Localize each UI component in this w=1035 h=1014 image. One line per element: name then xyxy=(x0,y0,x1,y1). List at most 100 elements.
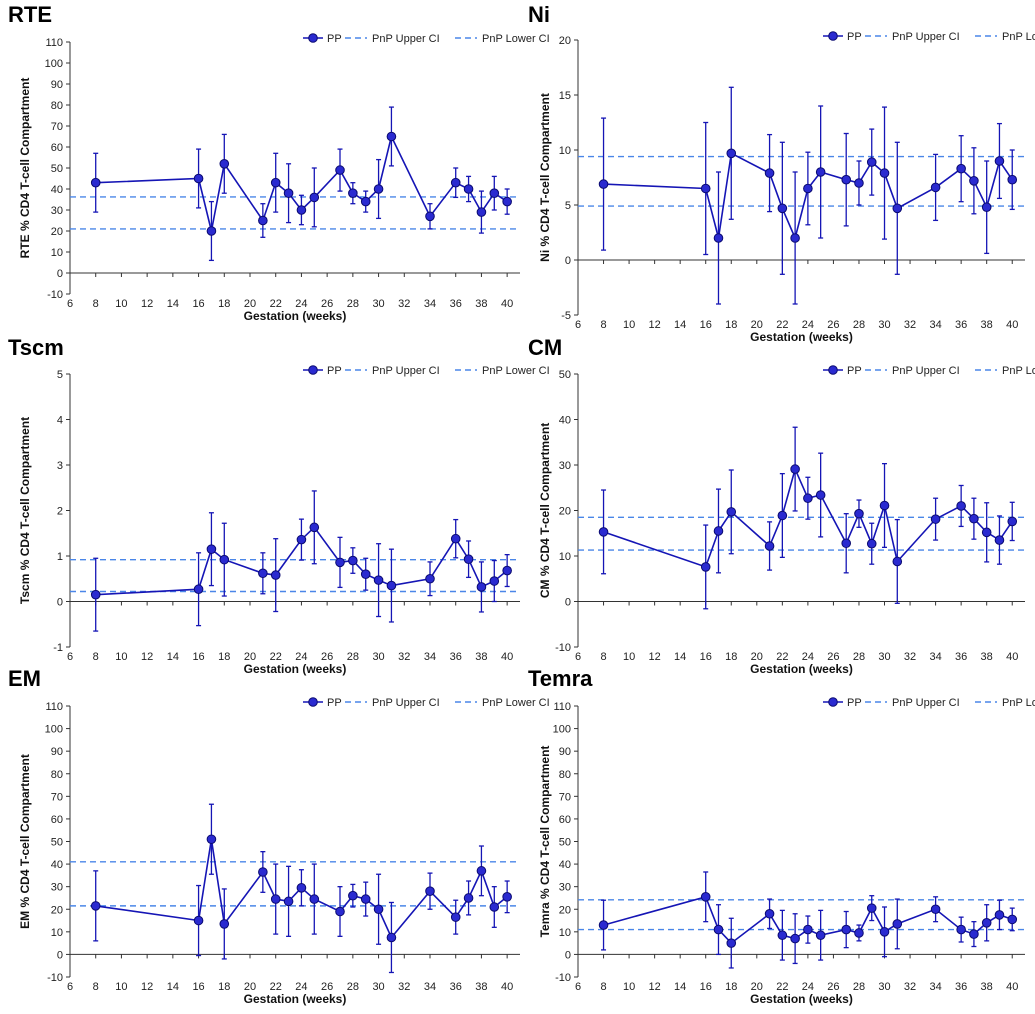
x-tick-label: 32 xyxy=(398,981,410,993)
pp-data-point xyxy=(450,177,461,188)
y-axis-title: RTE % CD4 T-cell Compartment xyxy=(18,78,32,259)
pp-data-point xyxy=(283,896,294,907)
x-tick-label: 20 xyxy=(751,651,763,663)
legend-lower-ci-label: PnP Lower CI xyxy=(1002,697,1035,709)
chart-panel-cm: CM -10 0 10 20 30 40 50 6 8 10 12 14 16 18 20 22 24 26 28 30… xyxy=(528,335,1035,676)
pp-data-point xyxy=(956,163,966,174)
legend-lower-ci-label: PnP Lower CI xyxy=(482,33,550,45)
x-tick-label: 22 xyxy=(270,298,282,310)
legend-upper-ci-label: PnP Upper CI xyxy=(892,365,960,377)
x-axis-title: Gestation (weeks) xyxy=(244,662,347,676)
y-tick-label: 0 xyxy=(57,949,63,961)
chart-panel-em: EM -10 0 10 20 30 40 50 60 70 80 90 100 110 6 8 10 12 14 16… xyxy=(8,666,550,1006)
pp-data-point xyxy=(777,510,788,521)
pp-data-point xyxy=(981,202,992,212)
x-tick-label: 16 xyxy=(700,319,712,331)
pp-data-point xyxy=(854,508,864,519)
legend-pp-label: PP xyxy=(847,31,862,43)
y-tick-label: 10 xyxy=(559,927,571,939)
pp-data-point xyxy=(969,929,979,939)
x-tick-label: 32 xyxy=(398,298,410,310)
x-tick-label: 32 xyxy=(904,981,916,993)
x-tick-label: 30 xyxy=(878,981,890,993)
x-tick-label: 26 xyxy=(321,651,333,663)
pp-data-point xyxy=(309,522,320,533)
pp-data-point xyxy=(489,576,500,586)
y-tick-label: 40 xyxy=(559,859,571,871)
x-tick-label: 6 xyxy=(67,981,73,993)
pp-data-point xyxy=(348,555,358,566)
y-tick-label: -10 xyxy=(555,642,571,654)
x-tick-label: 40 xyxy=(1006,319,1018,331)
pp-data-point xyxy=(841,924,852,935)
x-tick-label: 30 xyxy=(372,981,384,993)
y-tick-label: 3 xyxy=(57,460,63,472)
pp-data-point xyxy=(866,538,877,549)
x-tick-label: 18 xyxy=(725,319,737,331)
pp-data-point xyxy=(386,131,397,142)
legend-pp-marker xyxy=(828,31,838,41)
pp-data-point xyxy=(206,834,217,845)
x-tick-label: 12 xyxy=(649,651,661,663)
y-tick-label: 80 xyxy=(51,100,63,112)
legend-pp-marker xyxy=(308,365,318,375)
y-tick-label: 90 xyxy=(559,746,571,758)
x-tick-label: 24 xyxy=(295,651,307,663)
pp-data-point xyxy=(296,882,307,893)
y-tick-label: 70 xyxy=(51,121,63,133)
x-axis-title: Gestation (weeks) xyxy=(750,330,853,344)
pp-data-point xyxy=(969,513,979,524)
x-tick-label: 14 xyxy=(674,651,686,663)
legend-pp-label: PP xyxy=(847,365,862,377)
pp-data-point xyxy=(258,867,268,877)
pp-data-point xyxy=(206,544,217,554)
y-tick-label: 10 xyxy=(559,145,571,157)
x-tick-label: 36 xyxy=(955,981,967,993)
pp-data-point xyxy=(930,514,941,524)
x-axis-title: Gestation (weeks) xyxy=(244,992,347,1006)
y-tick-label: 40 xyxy=(51,859,63,871)
pp-data-point xyxy=(956,924,966,935)
x-tick-label: 22 xyxy=(776,319,788,331)
x-tick-label: 8 xyxy=(93,981,99,993)
pp-data-point xyxy=(502,565,512,576)
x-tick-label: 22 xyxy=(776,981,788,993)
pp-data-point xyxy=(956,501,966,511)
y-tick-label: 20 xyxy=(559,904,571,916)
pp-data-point xyxy=(700,183,711,194)
pp-data-point xyxy=(450,533,461,544)
pp-data-point xyxy=(866,903,877,913)
pp-data-point xyxy=(790,464,800,474)
x-tick-label: 6 xyxy=(67,651,73,663)
x-tick-label: 28 xyxy=(853,981,865,993)
pp-data-point xyxy=(994,535,1005,545)
x-tick-label: 10 xyxy=(115,981,127,993)
panel-letter-cm: CM xyxy=(528,335,562,360)
y-tick-label: 40 xyxy=(51,184,63,196)
x-tick-label: 32 xyxy=(904,651,916,663)
pp-data-point xyxy=(373,904,384,915)
legend-upper-ci-label: PnP Upper CI xyxy=(892,31,960,43)
x-tick-label: 38 xyxy=(981,651,993,663)
x-tick-label: 14 xyxy=(674,319,686,331)
pp-data-point xyxy=(193,584,204,595)
pp-data-point xyxy=(981,527,992,538)
pp-data-point xyxy=(270,894,281,904)
x-tick-label: 20 xyxy=(244,298,256,310)
x-tick-label: 34 xyxy=(424,651,436,663)
pp-data-point xyxy=(296,534,307,545)
pp-data-point xyxy=(258,568,268,579)
pp-data-point xyxy=(790,933,800,944)
x-tick-label: 28 xyxy=(347,298,359,310)
y-tick-label: 0 xyxy=(565,255,571,267)
y-tick-label: 70 xyxy=(51,791,63,803)
y-tick-label: 15 xyxy=(559,90,571,102)
pp-data-point xyxy=(726,507,737,517)
pp-data-point xyxy=(892,203,903,214)
pp-data-point xyxy=(206,226,217,236)
x-tick-label: 40 xyxy=(501,981,513,993)
pp-data-point xyxy=(219,554,230,565)
